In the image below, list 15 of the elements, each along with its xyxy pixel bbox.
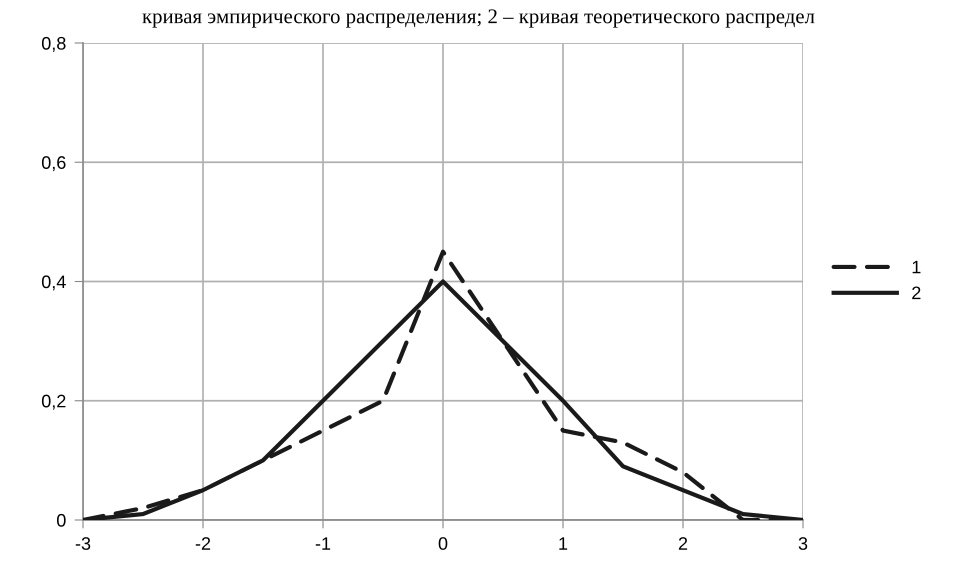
legend-label: 1 xyxy=(912,260,920,274)
x-tick-label: 0 xyxy=(438,537,448,550)
y-tick-label: 0,8 xyxy=(42,36,66,52)
y-tick-label: 0,4 xyxy=(42,275,66,290)
x-tick-label: 2 xyxy=(678,537,688,550)
x-tick-label: -1 xyxy=(316,537,330,550)
y-tick-label: 0,6 xyxy=(42,156,66,172)
x-tick-label: 1 xyxy=(559,537,568,550)
legend-label: 2 xyxy=(912,286,920,300)
x-tick-label: -2 xyxy=(196,537,210,550)
y-tick-label: 0 xyxy=(57,514,66,527)
x-tick-label: -3 xyxy=(76,537,90,550)
x-tick-label: 3 xyxy=(798,537,808,550)
y-tick-label: 0,2 xyxy=(42,394,66,410)
chart-title: кривая эмпирического распределения; 2 – кривая теоретического распредел xyxy=(142,9,814,28)
